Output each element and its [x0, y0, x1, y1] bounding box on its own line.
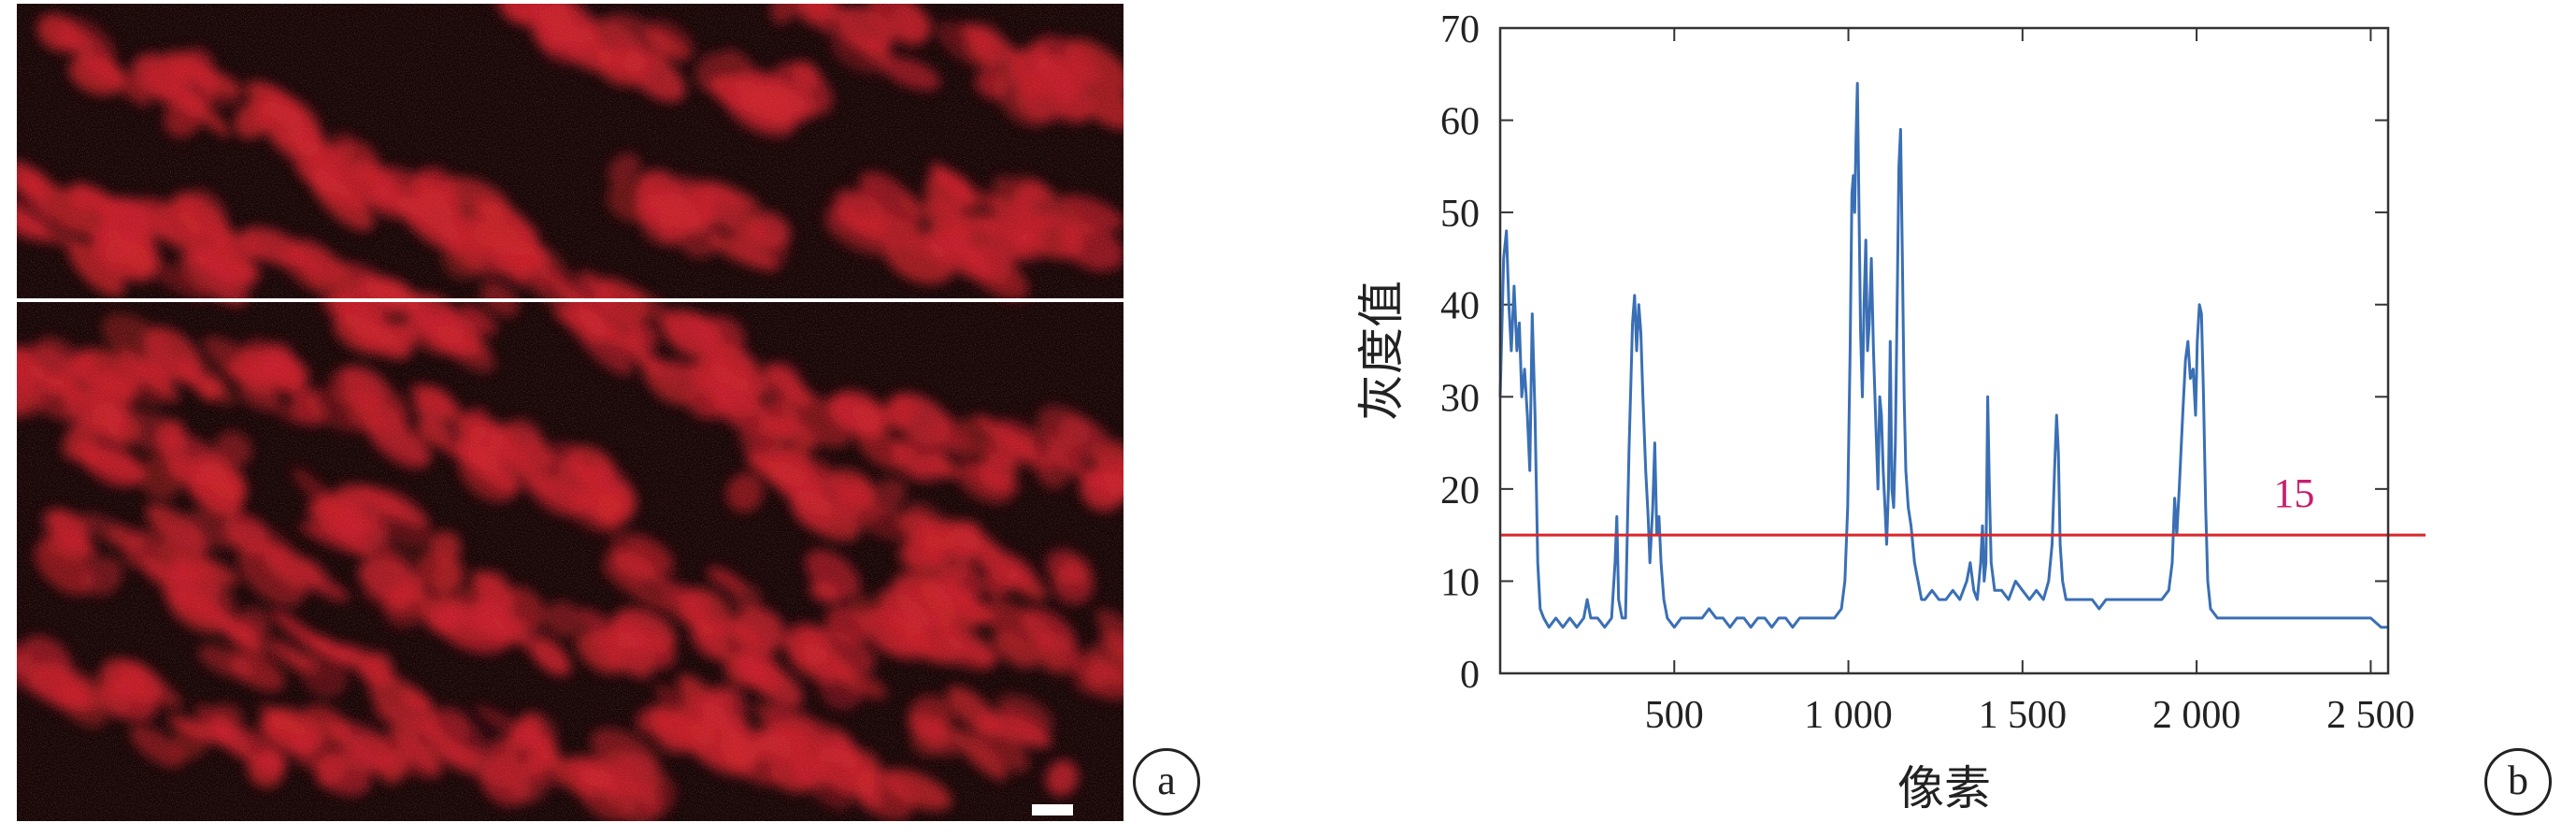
- gray-value-series-line: [1498, 81, 2388, 629]
- y-axis-label: 灰度值: [1355, 281, 1408, 421]
- panel-label-a: a: [1133, 748, 1200, 815]
- plot-frame: [1498, 26, 2390, 675]
- x-tick-label: 2 000: [2153, 694, 2241, 737]
- gray-value-profile-chart: 0 10 20 30 40 50 60 70 500 1 000 1 500 2 000 2 500 …: [1309, 0, 2576, 832]
- x-tick-label: 1 500: [1979, 694, 2068, 737]
- fluorescence-micrograph-panel: [0, 0, 1160, 827]
- micrograph-texture: [17, 4, 1123, 821]
- scale-bar: [1032, 804, 1073, 815]
- fluorescence-micrograph: [0, 0, 1160, 827]
- y-tick-label: 0: [1460, 654, 1480, 697]
- panel-label-b: b: [2484, 748, 2552, 815]
- y-tick-label: 60: [1440, 101, 1480, 144]
- x-tick-label: 1 000: [1804, 694, 1893, 737]
- x-tick-label: 2 500: [2326, 694, 2415, 737]
- y-tick-label: 70: [1440, 8, 1480, 51]
- y-tick-label: 40: [1440, 285, 1480, 328]
- y-tick-label: 20: [1440, 469, 1480, 512]
- y-tick-label: 30: [1440, 377, 1480, 420]
- x-axis-ticks: 500 1 000 1 500 2 000 2 500: [1645, 28, 2415, 737]
- y-tick-label: 10: [1440, 561, 1480, 604]
- y-tick-label: 50: [1440, 193, 1480, 236]
- x-tick-label: 500: [1645, 694, 1704, 737]
- threshold-label: 15: [2273, 470, 2314, 516]
- y-axis-ticks: 0 10 20 30 40 50 60 70: [1440, 8, 2388, 697]
- x-axis-label: 像素: [1897, 762, 1991, 815]
